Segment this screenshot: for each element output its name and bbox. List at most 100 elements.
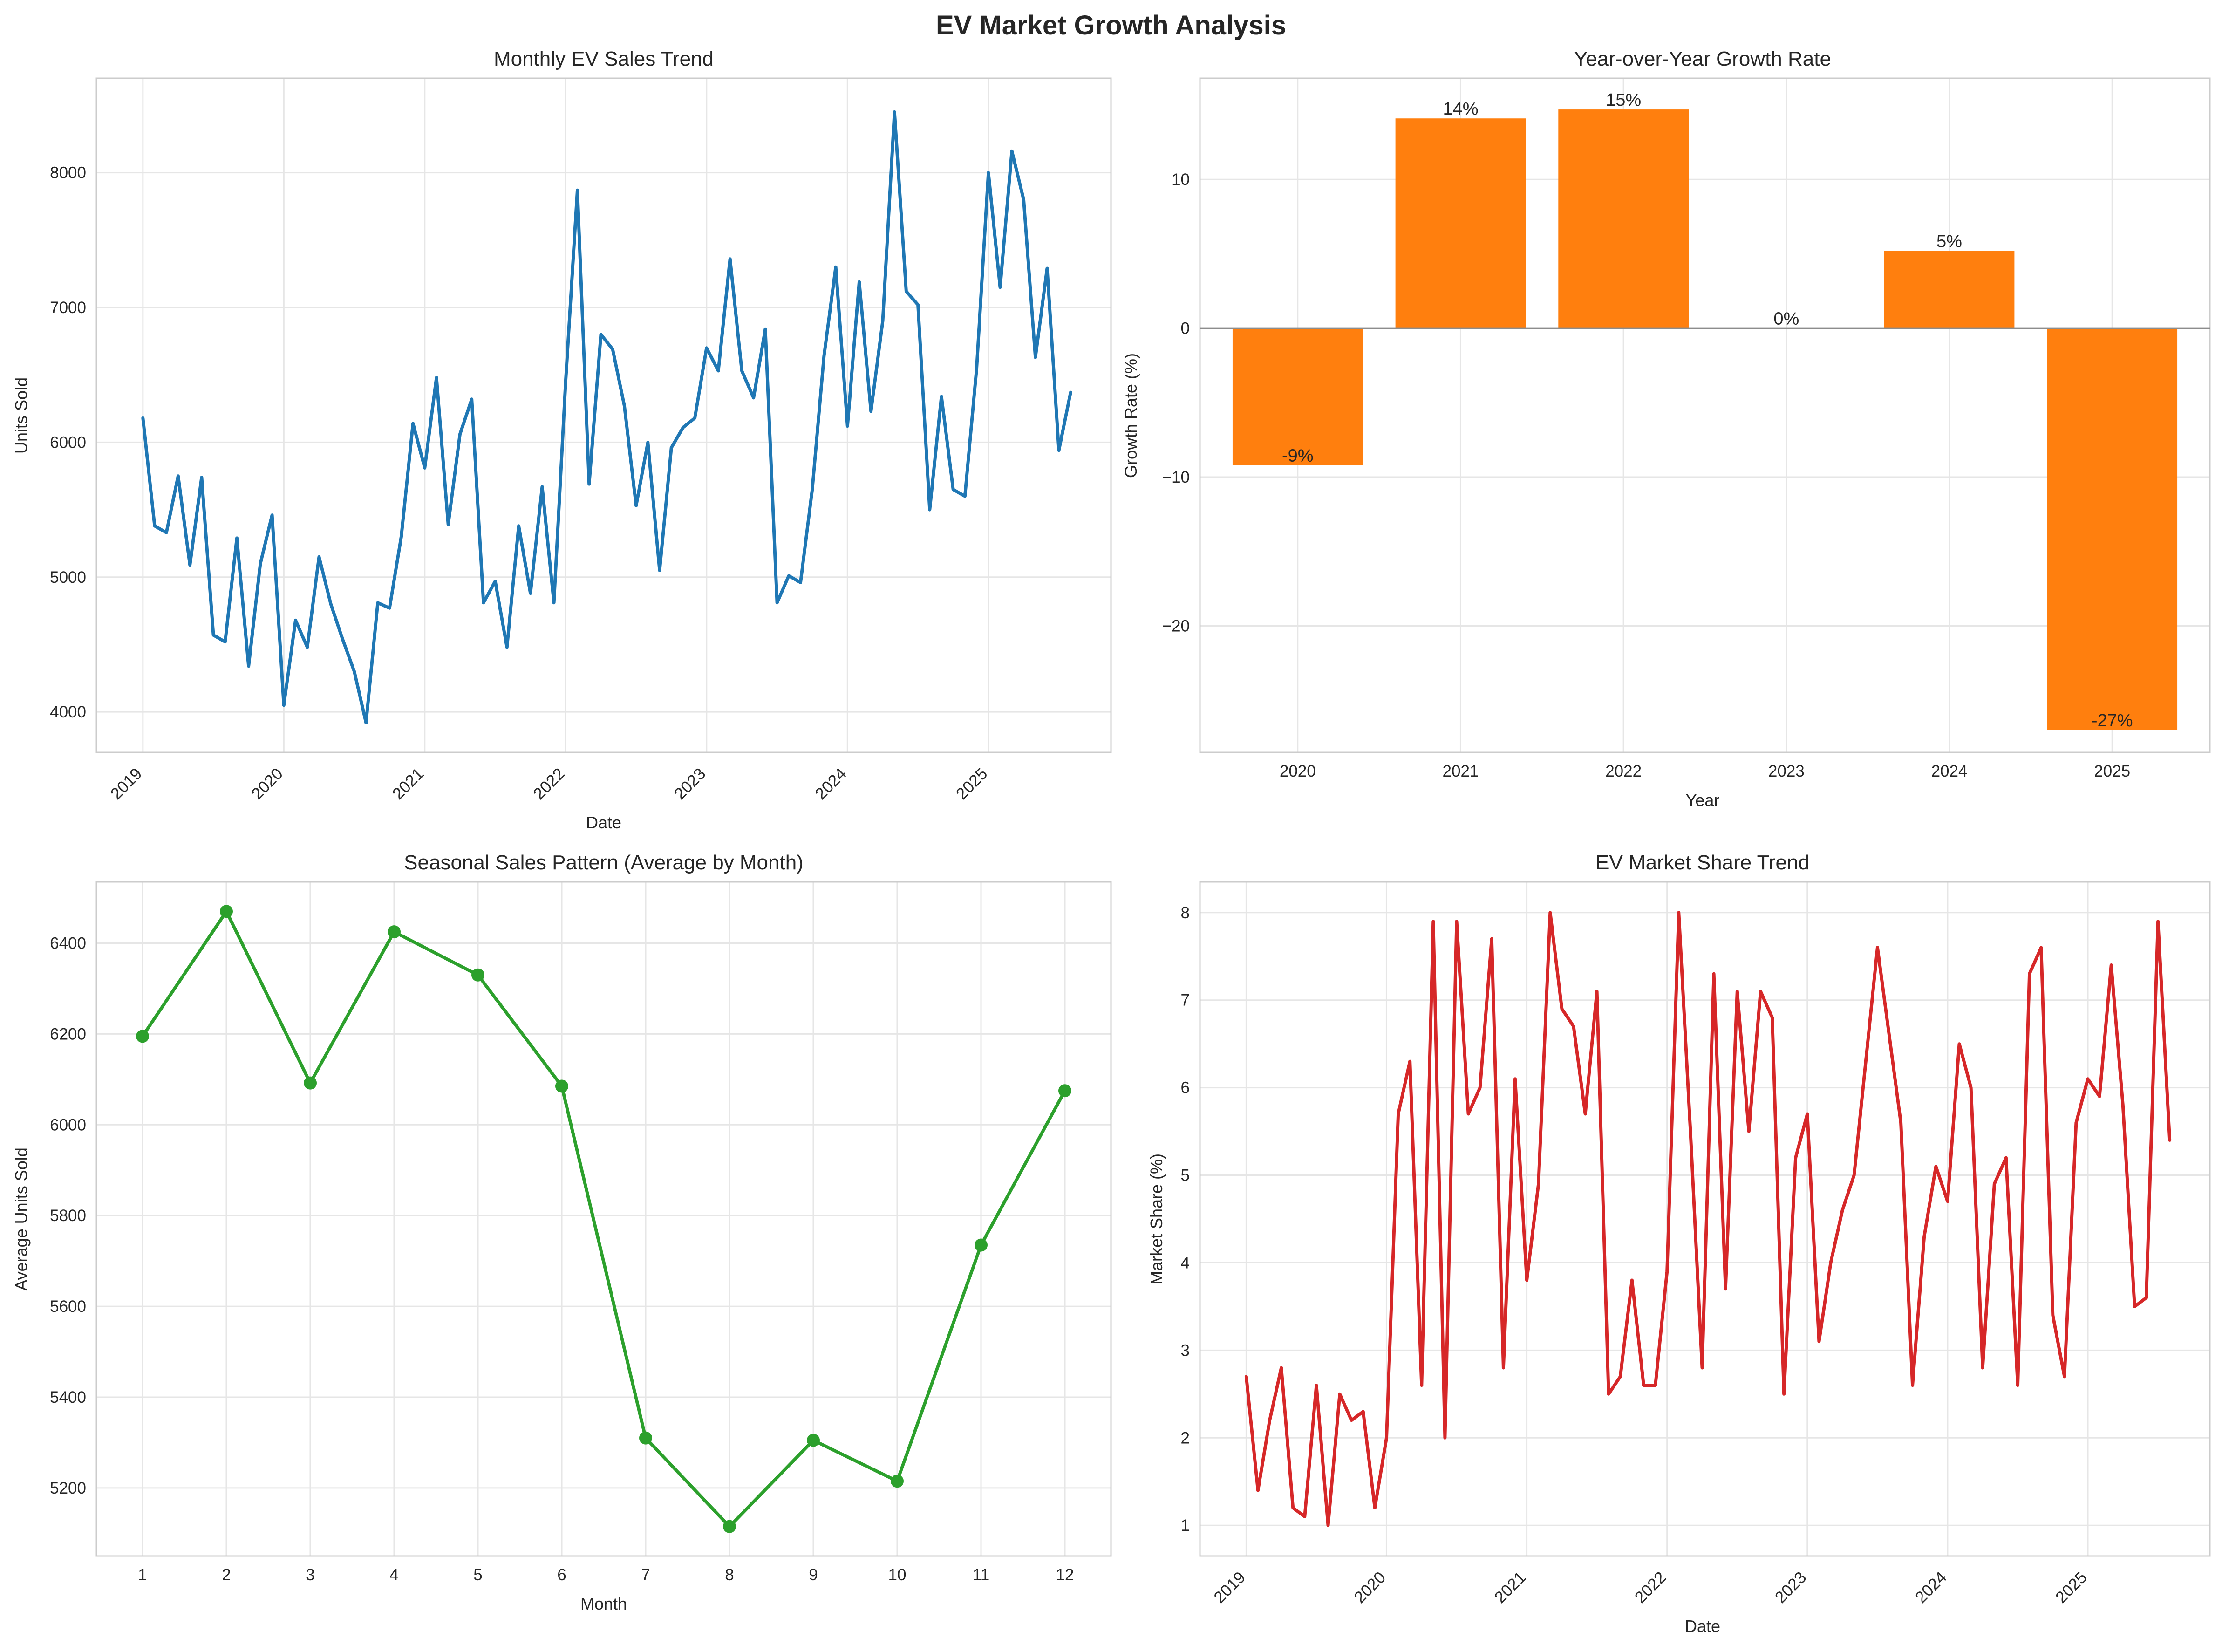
data-point — [723, 1520, 736, 1533]
series-line — [1244, 911, 2172, 1527]
y-tick-label: 6400 — [50, 935, 86, 953]
seasonal-pattern-x-ticks: 1 2 3 4 5 6 7 8 9 10 11 12 — [138, 1566, 1074, 1584]
seasonal-pattern-x-label: Month — [580, 1594, 627, 1613]
figure-title: EV Market Growth Analysis — [936, 10, 1286, 41]
x-tick-label: 4 — [389, 1566, 398, 1584]
yoy-growth-title: Year-over-Year Growth Rate — [1574, 48, 1831, 70]
data-point — [388, 925, 401, 939]
x-tick-label: 1 — [138, 1566, 147, 1584]
data-point — [975, 1238, 988, 1252]
x-tick-label: 7 — [641, 1566, 650, 1584]
data-point — [220, 905, 233, 918]
bar — [1232, 328, 1363, 465]
monthly-sales-series — [141, 110, 1072, 724]
data-point — [807, 1434, 820, 1447]
y-tick-label: 6000 — [50, 1116, 86, 1134]
x-tick-label: 11 — [973, 1566, 989, 1584]
y-tick-label: 2 — [1181, 1429, 1190, 1447]
x-tick-label: 12 — [1056, 1566, 1074, 1584]
y-tick-label: 7 — [1181, 991, 1190, 1010]
series-line — [141, 909, 1067, 1529]
yoy-growth-x-label: Year — [1686, 791, 1720, 810]
y-tick-label: 3 — [1181, 1341, 1190, 1359]
yoy-growth-y-ticks: 10 0 −10 −20 — [1162, 171, 1190, 635]
x-tick-label: 2020 — [1280, 762, 1316, 780]
seasonal-pattern-title: Seasonal Sales Pattern (Average by Month… — [404, 851, 804, 874]
y-tick-label: 5600 — [50, 1297, 86, 1316]
yoy-growth-bars: -9% 14% 15% 0% 5% -27% — [1200, 90, 2210, 730]
data-point — [304, 1076, 317, 1090]
x-tick-label: 2024 — [1931, 762, 1968, 780]
bar-value-label: 0% — [1773, 309, 1799, 329]
y-tick-label: 5400 — [50, 1388, 86, 1406]
seasonal-pattern-y-label: Average Units Sold — [12, 1147, 31, 1291]
bar-value-label: 15% — [1606, 90, 1641, 110]
x-tick-label: 2 — [222, 1566, 231, 1584]
y-tick-label: 4 — [1181, 1254, 1190, 1272]
y-tick-label: 6 — [1181, 1079, 1190, 1097]
x-tick-label: 2021 — [1443, 762, 1479, 780]
bar-value-label: -27% — [2092, 711, 2133, 730]
y-tick-label: 8000 — [50, 164, 86, 182]
bar — [2047, 328, 2178, 730]
y-tick-label: 1 — [1181, 1516, 1190, 1535]
y-tick-label: 6000 — [50, 433, 86, 451]
y-tick-label: 0 — [1181, 320, 1190, 338]
yoy-growth-gridlines — [1200, 78, 2210, 752]
y-tick-label: 5 — [1181, 1167, 1190, 1185]
y-tick-label: 5200 — [50, 1479, 86, 1497]
data-point — [639, 1431, 652, 1445]
y-tick-label: 10 — [1172, 171, 1190, 189]
y-tick-label: 5800 — [50, 1207, 86, 1225]
panel-seasonal-pattern: Seasonal Sales Pattern (Average by Month… — [12, 851, 1112, 1613]
bar — [1395, 118, 1526, 328]
x-tick-label: 6 — [557, 1566, 566, 1584]
bar — [1884, 251, 2015, 328]
market-share-plot-area — [1199, 881, 2211, 1557]
y-tick-label: 6200 — [50, 1025, 86, 1043]
data-point — [555, 1079, 568, 1093]
x-tick-label: 3 — [306, 1566, 314, 1584]
monthly-sales-x-label: Date — [586, 813, 621, 832]
x-tick-label: 8 — [725, 1566, 734, 1584]
x-tick-label: 9 — [809, 1566, 818, 1584]
bar-value-label: 14% — [1443, 99, 1478, 119]
market-share-series — [1244, 911, 2172, 1527]
x-tick-label: 2023 — [1768, 762, 1805, 780]
bar-value-label: -9% — [1282, 446, 1314, 466]
market-share-y-ticks: 1 2 3 4 5 6 7 8 — [1181, 904, 1190, 1535]
x-tick-label: 2022 — [1605, 762, 1642, 780]
y-tick-label: 5000 — [50, 568, 86, 587]
market-share-x-label: Date — [1685, 1617, 1720, 1636]
y-tick-label: 4000 — [50, 703, 86, 721]
data-point — [471, 968, 484, 982]
panel-monthly-sales: Monthly EV Sales Trend 4000 5000 6000 7000 8… — [12, 48, 1112, 832]
yoy-growth-plot-area — [1199, 77, 2211, 753]
bar-value-label: 5% — [1936, 232, 1962, 252]
yoy-growth-x-ticks: 2020 2021 2022 2023 2024 2025 — [1280, 762, 2130, 780]
series-line — [141, 110, 1072, 724]
data-point — [136, 1030, 149, 1043]
market-share-title: EV Market Share Trend — [1595, 851, 1810, 874]
monthly-sales-y-ticks: 4000 5000 6000 7000 8000 — [50, 164, 86, 722]
y-tick-label: 8 — [1181, 904, 1190, 922]
y-tick-label: 7000 — [50, 299, 86, 317]
monthly-sales-y-label: Units Sold — [12, 377, 31, 454]
seasonal-pattern-y-ticks: 5200 5400 5600 5800 6000 6200 6400 — [50, 935, 86, 1497]
market-share-y-label: Market Share (%) — [1147, 1154, 1166, 1285]
yoy-growth-y-label: Growth Rate (%) — [1121, 353, 1140, 478]
x-tick-label: 5 — [473, 1566, 482, 1584]
bar — [1558, 109, 1689, 328]
seasonal-pattern-plot-area — [95, 881, 1112, 1557]
data-point — [891, 1475, 904, 1488]
monthly-sales-plot-area — [95, 77, 1112, 753]
y-tick-label: −10 — [1162, 468, 1190, 486]
seasonal-pattern-series — [136, 905, 1071, 1533]
monthly-sales-title: Monthly EV Sales Trend — [494, 48, 714, 70]
x-tick-label: 2025 — [2094, 762, 2130, 780]
x-tick-label: 10 — [888, 1566, 907, 1584]
y-tick-label: −20 — [1162, 617, 1190, 635]
data-point — [1058, 1084, 1071, 1098]
panel-yoy-growth: Year-over-Year Growth Rate -9% 14% 15% 0% 5%… — [1121, 48, 2211, 810]
